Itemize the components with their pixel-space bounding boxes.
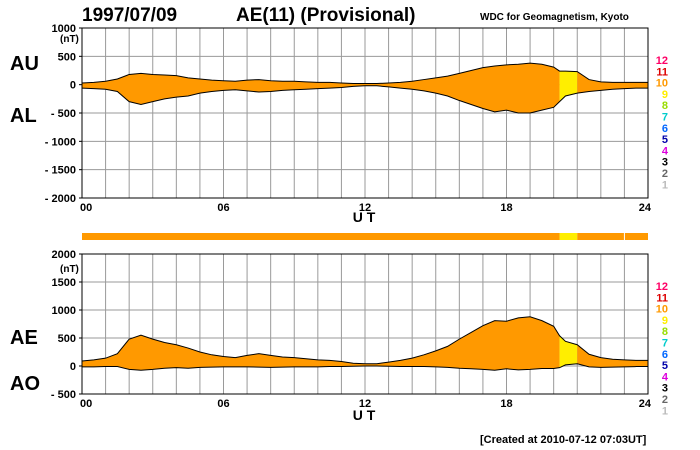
level-label-7: 7	[662, 338, 668, 350]
level-label-2: 2	[662, 394, 668, 406]
level-label-8: 8	[662, 100, 668, 112]
panel2-unit: (nT)	[60, 264, 79, 275]
y-tick-label: - 1500	[45, 165, 76, 177]
panel2-frame	[81, 253, 649, 395]
panel2-x-ticks: 00 06 12 18 24	[80, 398, 652, 410]
series-line-ae	[81, 316, 648, 365]
x-tick-label: 00	[80, 202, 92, 214]
level-label-12: 12	[656, 55, 668, 67]
area-segment-level-9	[559, 316, 578, 371]
x-tick-label: 18	[500, 398, 512, 410]
y-tick-label: - 1000	[45, 136, 76, 148]
quality-bar	[82, 233, 648, 240]
y-tick-label: - 500	[51, 389, 76, 401]
panel1-y-ticks: 1000 500 0 - 500 - 1000 - 1500 - 2000	[45, 23, 82, 205]
x-tick-label: 06	[217, 398, 229, 410]
al-label: AL	[10, 105, 37, 127]
quality-segment-level-10	[577, 233, 648, 240]
level-label-6: 6	[662, 349, 668, 361]
level-label-9: 9	[662, 315, 668, 327]
x-tick-label: 00	[80, 398, 92, 410]
level-label-11: 11	[656, 66, 668, 78]
x-tick-label: 24	[639, 202, 652, 214]
panel2-lines	[81, 316, 648, 371]
level-label-6: 6	[662, 123, 668, 135]
level-label-12: 12	[656, 281, 668, 293]
panel2-x-title: U T	[353, 407, 376, 423]
level-label-5: 5	[662, 134, 668, 146]
x-tick-label: 18	[500, 202, 512, 214]
ao-label: AO	[10, 373, 40, 395]
level-label-10: 10	[656, 78, 668, 90]
x-tick-label: 12	[359, 202, 371, 214]
x-tick-label: 06	[217, 202, 229, 214]
series-line-al	[81, 85, 648, 114]
y-tick-label: - 2000	[45, 193, 76, 205]
area-segment-level-10	[577, 316, 648, 371]
level-label-10: 10	[656, 304, 668, 316]
level-label-3: 3	[662, 157, 668, 169]
chart-date: 1997/07/09	[82, 5, 177, 26]
level-label-7: 7	[662, 112, 668, 124]
panel1-grid	[82, 28, 648, 198]
quality-segment-level-9	[559, 233, 578, 240]
y-tick-label: - 500	[51, 108, 76, 120]
level-label-4: 4	[662, 371, 669, 383]
y-tick-label: 0	[70, 361, 76, 373]
panel1-frame	[81, 27, 649, 199]
series-line-au	[81, 62, 648, 85]
level-label-2: 2	[662, 168, 668, 180]
x-tick-label: 24	[639, 398, 652, 410]
level-label-1: 1	[662, 179, 668, 191]
y-tick-label: 1000	[52, 305, 76, 317]
level-label-3: 3	[662, 383, 668, 395]
chart-title: AE(11) (Provisional)	[236, 5, 416, 26]
au-label: AU	[10, 53, 39, 75]
y-tick-label: 1000	[52, 23, 76, 35]
level-label-5: 5	[662, 360, 668, 372]
series-line-ao	[82, 363, 648, 371]
level-label-11: 11	[656, 292, 668, 304]
data-source: WDC for Geomagnetism, Kyoto	[480, 12, 629, 23]
y-tick-label: 500	[58, 333, 76, 345]
y-tick-label: 1500	[52, 277, 76, 289]
panel2-grid	[82, 254, 648, 394]
x-tick-label: 12	[359, 398, 371, 410]
level-label-8: 8	[662, 326, 668, 338]
created-timestamp: [Created at 2010-07-12 07:03UT]	[480, 434, 647, 446]
panel1-unit: (nT)	[60, 34, 79, 45]
ae-label: AE	[10, 327, 38, 349]
y-tick-label: 2000	[52, 249, 76, 261]
y-tick-label: 0	[70, 80, 76, 92]
quality-segment-level-10	[82, 233, 560, 240]
panel1-lines	[81, 62, 648, 114]
y-tick-label: 500	[58, 51, 76, 63]
panel1-x-title: U T	[353, 209, 376, 225]
level-label-1: 1	[662, 405, 668, 417]
panel2-y-ticks: 2000 1500 1000 500 0 - 500	[51, 249, 82, 401]
level-label-9: 9	[662, 89, 668, 101]
panel1-x-ticks: 00 06 12 18 24	[80, 202, 652, 214]
level-label-4: 4	[662, 145, 669, 157]
